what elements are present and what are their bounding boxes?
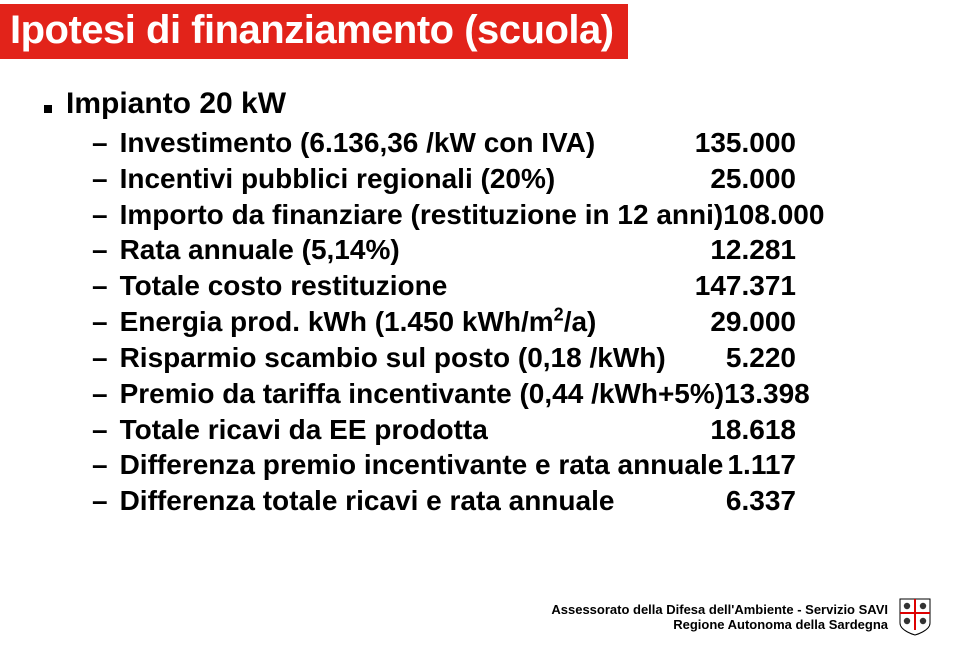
- footer-line2: Regione Autonoma della Sardegna: [551, 617, 888, 632]
- row-label: Totale ricavi da EE prodotta: [120, 412, 488, 448]
- slide-title: Ipotesi di finanziamento (scuola): [10, 8, 614, 52]
- data-row: –Totale costo restituzione 147.371: [44, 268, 916, 304]
- sardegna-crest-icon: [898, 597, 932, 637]
- slide-title-bar: Ipotesi di finanziamento (scuola): [0, 4, 628, 59]
- footer-text: Assessorato della Difesa dell'Ambiente -…: [551, 602, 888, 632]
- row-value: 25.000: [710, 161, 916, 197]
- footer: Assessorato della Difesa dell'Ambiente -…: [551, 597, 932, 637]
- data-row: –Risparmio scambio sul posto (0,18 /kWh)…: [44, 340, 916, 376]
- row-label: Investimento (6.136,36 /kW con IVA): [120, 125, 596, 161]
- row-value: 147.371: [695, 268, 916, 304]
- dash-icon: –: [92, 197, 108, 233]
- row-label: Totale costo restituzione: [120, 268, 448, 304]
- dash-icon: –: [92, 447, 108, 483]
- data-row: –Energia prod. kWh (1.450 kWh/m2/a) 29.00…: [44, 304, 916, 340]
- dash-icon: –: [92, 304, 108, 340]
- data-row: –Incentivi pubblici regionali (20%) 25.00…: [44, 161, 916, 197]
- row-value: 13.398: [724, 376, 930, 412]
- row-label: Rata annuale (5,14%): [120, 232, 400, 268]
- footer-line1: Assessorato della Difesa dell'Ambiente -…: [551, 602, 888, 617]
- content-area: Impianto 20 kW –Investimento (6.136,36 /…: [0, 59, 960, 519]
- rows-container: –Investimento (6.136,36 /kW con IVA)135.…: [44, 125, 916, 519]
- row-label: Incentivi pubblici regionali (20%): [120, 161, 556, 197]
- data-row: –Differenza totale ricavi e rata annuale…: [44, 483, 916, 519]
- data-row: –Totale ricavi da EE prodotta 18.618: [44, 412, 916, 448]
- dash-icon: –: [92, 268, 108, 304]
- row-value: 12.281: [710, 232, 916, 268]
- data-row: –Investimento (6.136,36 /kW con IVA) 135.…: [44, 125, 916, 161]
- row-label: Differenza totale ricavi e rata annuale: [120, 483, 615, 519]
- main-bullet-label: Impianto 20 kW: [66, 87, 286, 121]
- row-value: 135.000: [695, 125, 916, 161]
- row-label: Premio da tariffa incentivante (0,44 /kW…: [120, 376, 725, 412]
- row-label: Risparmio scambio sul posto (0,18 /kWh): [120, 340, 666, 376]
- data-row: –Rata annuale (5,14%) 12.281: [44, 232, 916, 268]
- row-value: 18.618: [710, 412, 916, 448]
- main-bullet: Impianto 20 kW: [44, 87, 916, 121]
- data-row: –Importo da finanziare (restituzione in …: [44, 197, 916, 233]
- row-label: Energia prod. kWh (1.450 kWh/m2/a): [120, 304, 597, 340]
- dash-icon: –: [92, 376, 108, 412]
- bullet-icon: [44, 105, 52, 113]
- dash-icon: –: [92, 340, 108, 376]
- dash-icon: –: [92, 125, 108, 161]
- dash-icon: –: [92, 412, 108, 448]
- data-row: –Premio da tariffa incentivante (0,44 /k…: [44, 376, 916, 412]
- dash-icon: –: [92, 161, 108, 197]
- data-row: –Differenza premio incentivante e rata a…: [44, 447, 916, 483]
- row-label: Differenza premio incentivante e rata an…: [120, 447, 724, 483]
- dash-icon: –: [92, 483, 108, 519]
- row-label: Importo da finanziare (restituzione in 1…: [120, 197, 724, 233]
- dash-icon: –: [92, 232, 108, 268]
- row-value: 5.220: [726, 340, 916, 376]
- row-value: 29.000: [710, 304, 916, 340]
- row-value: 108.000: [723, 197, 944, 233]
- row-value: 6.337: [726, 483, 916, 519]
- row-value: 1.117: [727, 447, 916, 483]
